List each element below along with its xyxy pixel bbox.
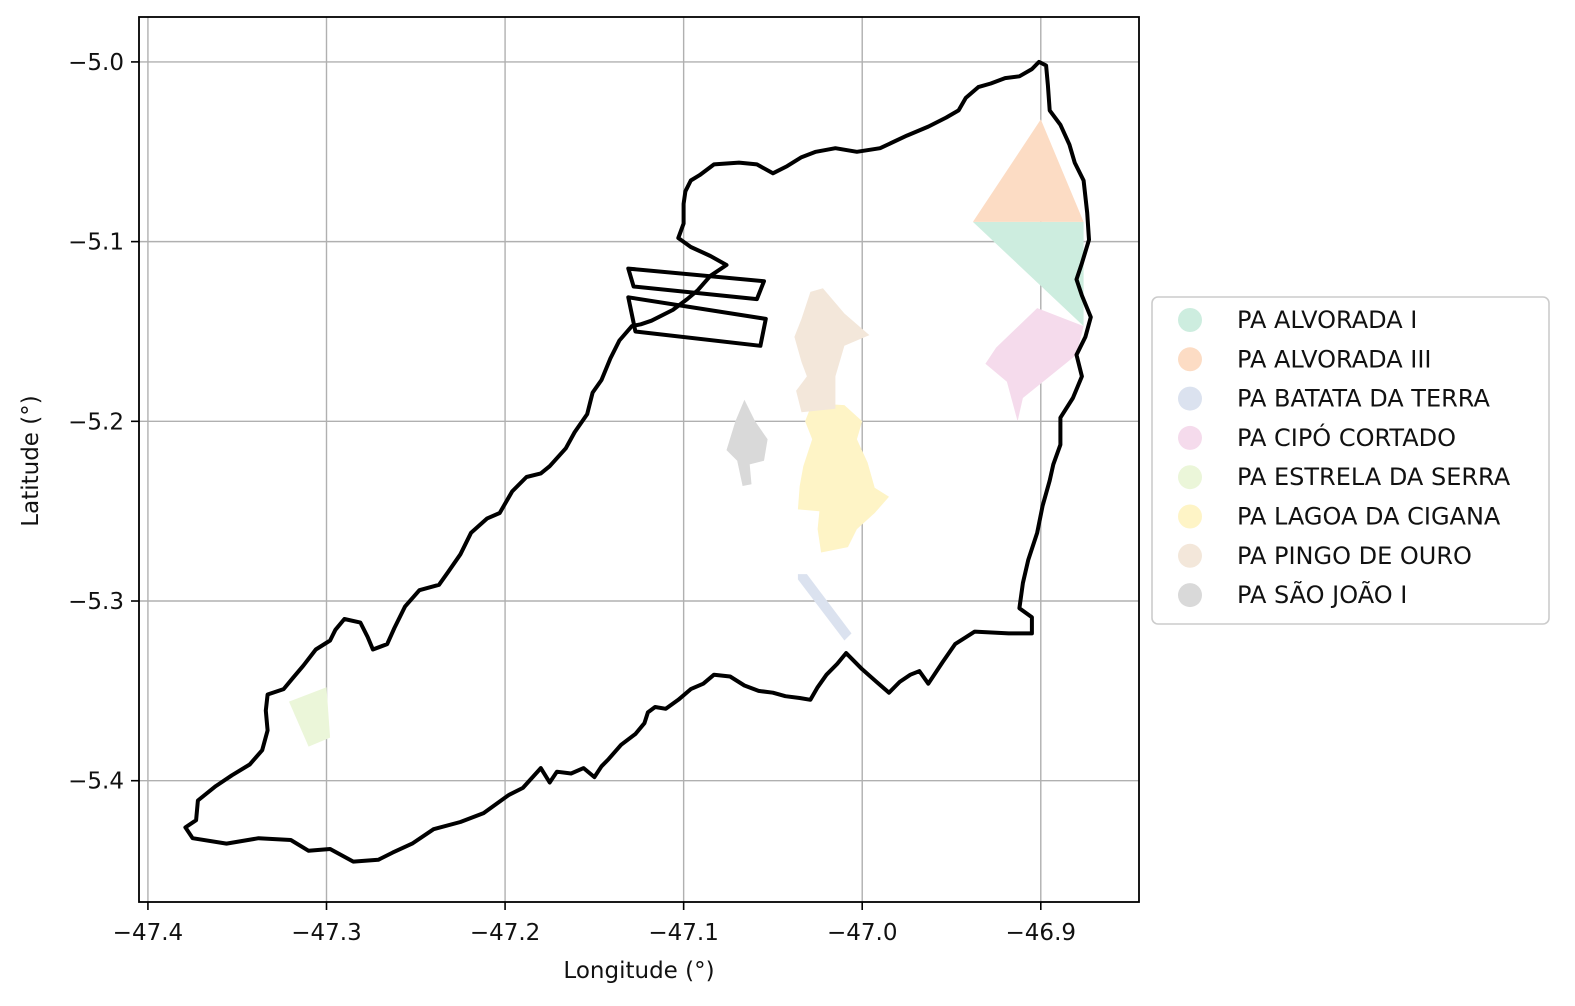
y-axis-ticks: −5.0 −5.1 −5.2 −5.3 −5.4 <box>68 50 139 795</box>
legend-label: PA CIPÓ CORTADO <box>1237 422 1456 452</box>
project-area-2 <box>797 574 852 641</box>
legend-marker <box>1178 465 1202 490</box>
legend-label: PA ALVORADA I <box>1237 306 1417 334</box>
y-tick-label: −5.1 <box>68 230 124 256</box>
y-axis-label: Latitude (°) <box>18 395 44 526</box>
y-tick-label: −5.0 <box>68 50 124 76</box>
x-tick-label: −47.1 <box>648 920 718 946</box>
x-axis-ticks: −47.4 −47.3 −47.2 −47.1 −47.0 −46.9 <box>113 902 1076 946</box>
y-tick-label: −5.4 <box>68 769 124 795</box>
project-areas <box>289 119 1084 747</box>
legend: PA ALVORADA I PA ALVORADA III PA BATATA DA… <box>1151 296 1550 625</box>
x-tick-label: −46.9 <box>1006 920 1076 946</box>
boundary-strip-1 <box>626 295 768 348</box>
project-area-4 <box>289 687 331 747</box>
project-area-5 <box>797 403 889 553</box>
project-area-6 <box>794 288 870 413</box>
project-area-0 <box>972 221 1084 327</box>
legend-marker <box>1178 386 1202 411</box>
project-area-1 <box>972 119 1084 222</box>
legend-marker <box>1178 425 1202 450</box>
legend-label: PA BATATA DA TERRA <box>1237 385 1491 413</box>
legend-label: PA PINGO DE OURO <box>1237 542 1472 570</box>
legend-label: PA SÃO JOÃO I <box>1237 579 1407 609</box>
grid <box>139 17 1139 902</box>
legend-marker <box>1178 543 1202 568</box>
project-area-3 <box>985 308 1084 422</box>
y-tick-label: −5.2 <box>68 409 124 435</box>
municipality-boundary <box>183 59 1093 864</box>
legend-marker <box>1178 583 1202 608</box>
boundary-strip-0 <box>626 266 766 302</box>
legend-marker <box>1178 347 1202 372</box>
x-axis-label: Longitude (°) <box>563 958 714 984</box>
x-tick-label: −47.0 <box>827 920 897 946</box>
y-tick-label: −5.3 <box>68 589 124 615</box>
x-tick-label: −47.2 <box>470 920 540 946</box>
legend-box <box>1151 296 1550 625</box>
legend-label: PA ALVORADA III <box>1237 345 1431 373</box>
legend-marker <box>1178 504 1202 529</box>
legend-label: PA LAGOA DA CIGANA <box>1237 503 1501 531</box>
project-area-7 <box>726 399 768 486</box>
plot-frame <box>138 16 1140 903</box>
x-tick-label: −47.4 <box>113 920 183 946</box>
legend-items: PA ALVORADA I PA ALVORADA III PA BATATA DA… <box>1178 306 1511 609</box>
legend-marker <box>1178 308 1202 332</box>
x-tick-label: −47.3 <box>291 920 361 946</box>
legend-label: PA ESTRELA DA SERRA <box>1237 463 1511 491</box>
boundary-outline <box>183 59 1093 864</box>
